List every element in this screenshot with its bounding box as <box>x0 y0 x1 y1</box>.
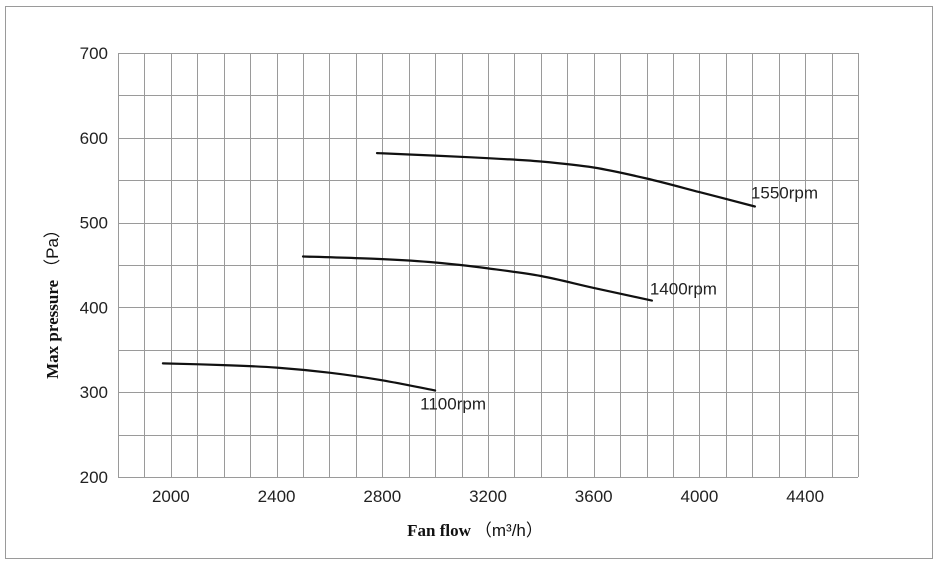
chart-frame <box>5 6 933 559</box>
y-tick-label: 300 <box>80 383 108 402</box>
y-tick-label: 600 <box>80 129 108 148</box>
y-axis-title-text: Max pressure <box>43 279 62 378</box>
series <box>161 152 756 392</box>
series-labels: 1100rpm 1400rpm 1550rpm <box>420 183 818 413</box>
y-tick-label: 400 <box>80 298 108 317</box>
x-tick-label: 3600 <box>575 487 613 506</box>
y-tick-label: 200 <box>80 468 108 487</box>
x-tick-label: 4000 <box>681 487 719 506</box>
series-line-1400rpm <box>301 255 653 302</box>
x-tick-label: 2800 <box>363 487 401 506</box>
x-tick-label: 4400 <box>786 487 824 506</box>
x-tick-label: 2000 <box>152 487 190 506</box>
series-label-1550rpm: 1550rpm <box>751 183 818 202</box>
y-tick-label: 700 <box>80 44 108 63</box>
series-line-1550rpm <box>375 152 756 208</box>
y-axis-title: Max pressure （Pa） <box>43 221 62 379</box>
y-tick-label: 500 <box>80 214 108 233</box>
x-axis-title-unit: （m³/h） <box>475 521 543 540</box>
series-line-1100rpm <box>161 362 437 392</box>
y-axis-title-unit: （Pa） <box>43 221 62 276</box>
x-tick-label: 2400 <box>258 487 296 506</box>
series-label-1100rpm: 1100rpm <box>420 395 486 414</box>
x-axis-title-text: Fan flow <box>407 521 471 540</box>
x-axis-title: Fan flow （m³/h） <box>407 521 543 540</box>
grid <box>118 53 859 478</box>
tick-labels: 200 300 400 500 600 700 2000 2400 2800 3200 3600 40… <box>80 44 824 506</box>
series-label-1400rpm: 1400rpm <box>650 280 717 299</box>
x-tick-label: 3200 <box>469 487 507 506</box>
